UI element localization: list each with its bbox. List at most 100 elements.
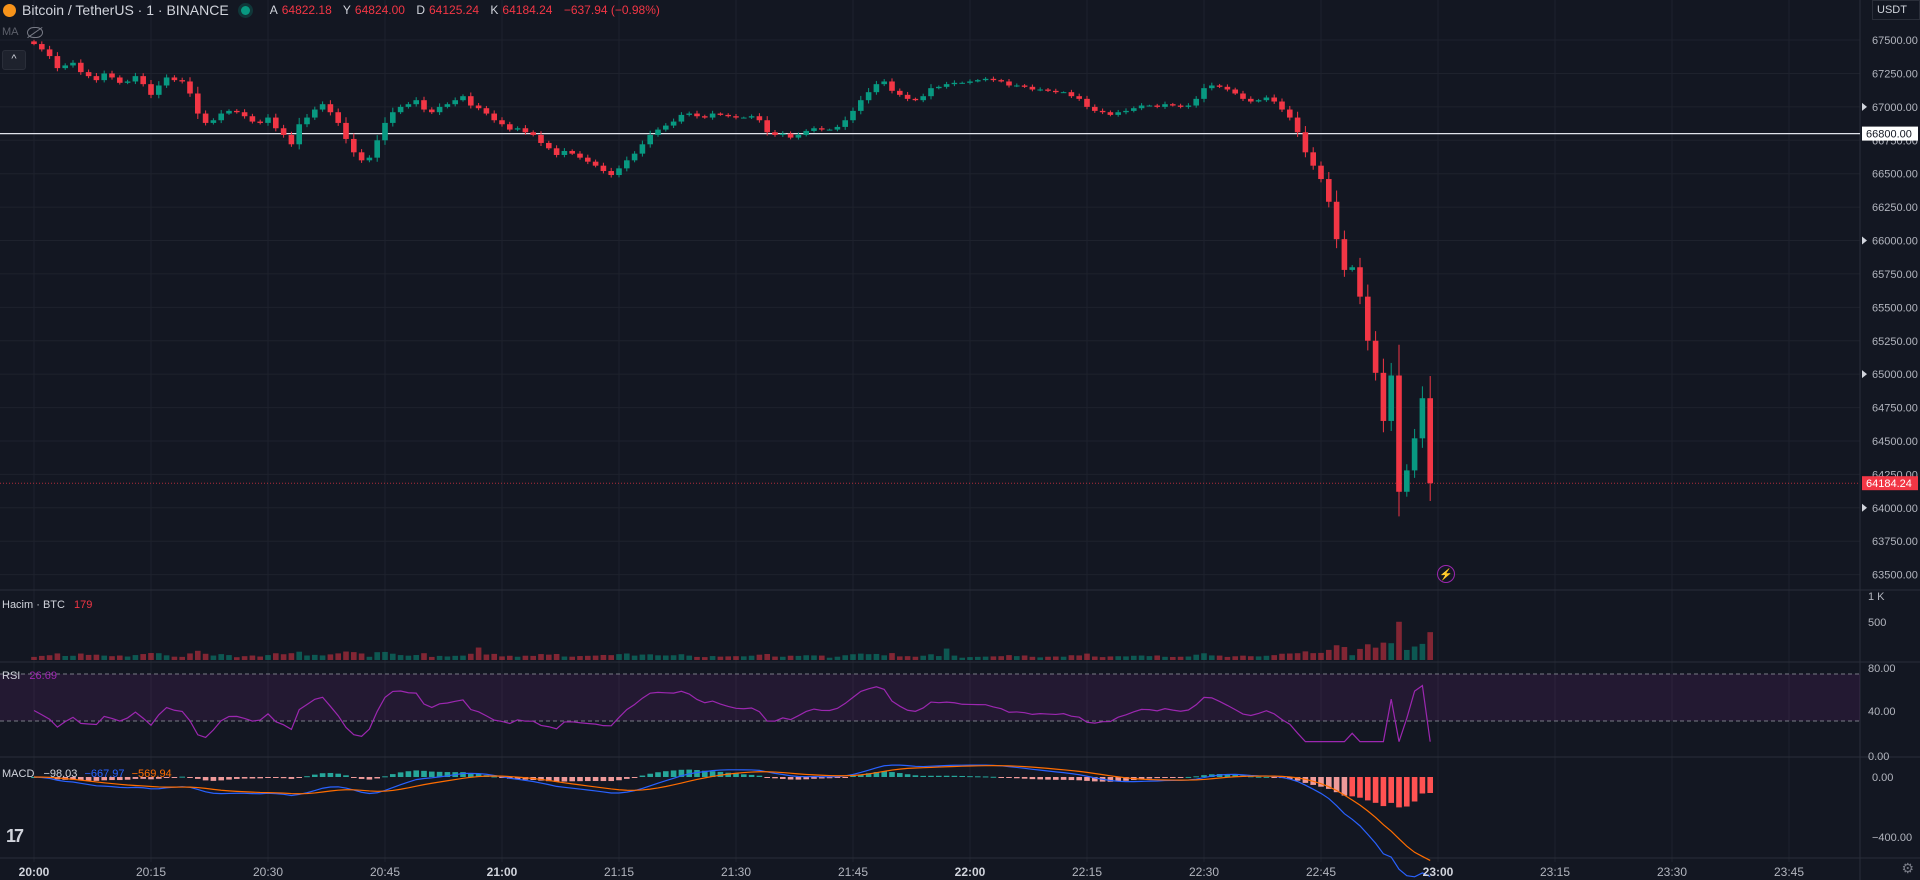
macd-histogram-bar [1349, 777, 1355, 797]
macd-histogram-bar [319, 773, 326, 777]
macd-histogram-bar [1185, 776, 1192, 778]
rsi-legend[interactable]: RSI 26.69 [2, 670, 57, 682]
candle [600, 165, 607, 172]
macd-legend[interactable]: MACD −98.03 −667.97 −569.94 [2, 768, 172, 780]
macd-histogram-bar [444, 772, 451, 777]
macd-histogram-bar [296, 777, 302, 778]
volume-bar [382, 651, 388, 660]
candle [1287, 109, 1293, 118]
time-tick-label: 23:45 [1774, 865, 1804, 879]
volume-bar [358, 653, 365, 660]
settings-gear-icon[interactable]: ⚙ [1901, 860, 1914, 876]
macd-histogram-bar [1021, 777, 1028, 779]
volume-bar [218, 654, 224, 660]
eye-hidden-icon[interactable] [26, 26, 43, 38]
macd-line [33, 764, 1431, 878]
volume-bar [686, 655, 692, 660]
volume-bar [990, 656, 997, 660]
macd-histogram-bar [1107, 777, 1114, 782]
macd-histogram-bar [140, 777, 146, 779]
collapse-indicators-button[interactable]: ^ [2, 50, 26, 70]
volume-bar [374, 652, 380, 660]
volume-bar [78, 653, 84, 660]
candle [1146, 105, 1153, 107]
macd-histogram-bar [858, 774, 864, 777]
macd-histogram-bar [694, 770, 700, 777]
candle [514, 128, 521, 130]
macd-histogram-bar [1333, 777, 1340, 793]
macd-histogram-bar [647, 773, 653, 777]
candle [1060, 92, 1067, 94]
candle [218, 113, 224, 121]
candle [741, 117, 747, 119]
macd-histogram-bar [717, 771, 724, 777]
candle [1294, 117, 1301, 133]
volume-bar [210, 655, 217, 660]
macd-histogram-bar [85, 777, 92, 781]
volume-bar [694, 656, 700, 660]
price-tick-label: 63500.00 [1872, 570, 1918, 582]
volume-bar [1271, 655, 1277, 660]
volume-bar [850, 654, 856, 660]
lightning-icon[interactable]: ⚡ [1437, 565, 1455, 583]
volume-bar [1185, 656, 1192, 660]
volume-bar [499, 656, 505, 660]
candle [538, 134, 544, 143]
candle [1232, 89, 1238, 94]
symbol-title[interactable]: Bitcoin / TetherUS · 1 · BINANCE [22, 2, 229, 18]
macd-histogram-bar [429, 771, 435, 777]
macd-histogram-bar [397, 772, 404, 777]
macd-histogram-bar [327, 772, 334, 777]
volume-bar [39, 655, 45, 660]
candle [975, 80, 981, 82]
candle [1201, 88, 1207, 99]
volume-bar [70, 655, 76, 660]
candle [1045, 89, 1051, 91]
macd-histogram-bar [1092, 777, 1098, 782]
volume-bar [1115, 656, 1121, 660]
macd-histogram-bar [1232, 774, 1238, 777]
macd-histogram-bar [569, 777, 575, 782]
volume-legend[interactable]: Hacim · BTC 179 [2, 599, 93, 611]
macd-signal-line [33, 765, 1431, 861]
candle [1427, 398, 1433, 484]
candle [803, 130, 809, 135]
volume-bar [819, 655, 825, 660]
volume-bar [1045, 656, 1051, 660]
volume-bar [826, 657, 833, 660]
volume-bar [429, 656, 435, 660]
currency-selector[interactable]: USDT [1872, 0, 1920, 20]
macd-histogram-bar [226, 777, 232, 780]
candle [273, 117, 279, 129]
volume-bar [858, 653, 864, 660]
macd-histogram-bar [943, 775, 950, 777]
macd-histogram-bar [1053, 777, 1059, 780]
ma-indicator[interactable]: MA [2, 26, 43, 38]
volume-bar [1170, 656, 1176, 660]
price-tick-label: 65250.00 [1872, 336, 1918, 348]
price-tick-label: 63750.00 [1872, 536, 1918, 548]
candle [156, 85, 162, 95]
candle [413, 100, 419, 105]
price-tick-label: 66250.00 [1872, 202, 1918, 214]
time-tick-label: 22:15 [1072, 865, 1102, 879]
candle [686, 113, 692, 115]
candle [1115, 112, 1121, 115]
volume-bar [179, 656, 185, 660]
macd-histogram-bar [366, 777, 373, 780]
macd-histogram-bar [280, 777, 287, 779]
candle [585, 157, 591, 162]
volume-bar [319, 655, 326, 660]
macd-histogram-bar [764, 777, 770, 778]
macd-histogram-bar [117, 777, 123, 781]
candle [1029, 86, 1036, 90]
volume-bar [678, 654, 685, 660]
volume-bar [951, 655, 958, 660]
volume-bar [897, 656, 903, 660]
volume-bar [54, 653, 61, 660]
macd-histogram-bar [241, 777, 248, 779]
volume-bar [1014, 656, 1020, 660]
rsi-line [33, 684, 1431, 743]
macd-histogram-bar [904, 774, 911, 777]
